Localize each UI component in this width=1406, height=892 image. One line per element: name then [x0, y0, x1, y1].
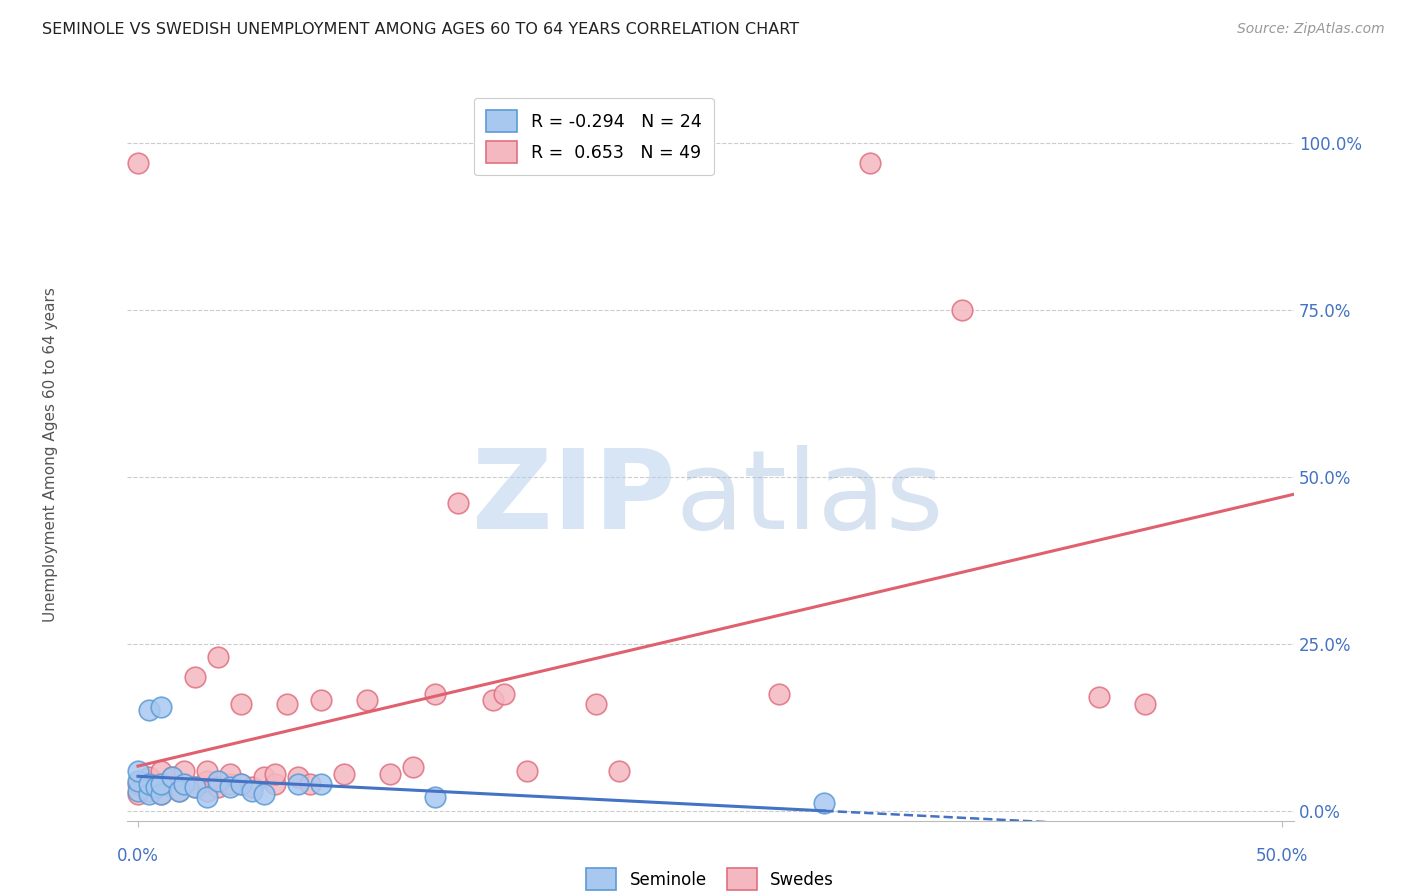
- Point: [425, 687, 447, 701]
- Point: [425, 790, 447, 805]
- Point: [333, 767, 356, 781]
- Point: [127, 155, 149, 169]
- Point: [138, 770, 160, 784]
- Point: [149, 700, 172, 714]
- Point: [127, 777, 149, 791]
- Point: [207, 650, 229, 665]
- Point: [149, 777, 172, 791]
- Point: [276, 697, 298, 711]
- Point: [253, 787, 276, 801]
- Point: [138, 703, 160, 717]
- Point: [195, 783, 218, 797]
- Point: [401, 760, 423, 774]
- Point: [378, 767, 401, 781]
- Point: [138, 777, 160, 791]
- Point: [264, 777, 287, 791]
- Point: [287, 770, 309, 784]
- Text: SEMINOLE VS SWEDISH UNEMPLOYMENT AMONG AGES 60 TO 64 YEARS CORRELATION CHART: SEMINOLE VS SWEDISH UNEMPLOYMENT AMONG A…: [42, 22, 799, 37]
- Point: [607, 764, 630, 778]
- Point: [859, 155, 882, 169]
- Point: [149, 764, 172, 778]
- Point: [195, 790, 218, 805]
- Point: [138, 783, 160, 797]
- Point: [207, 773, 229, 788]
- Point: [207, 780, 229, 795]
- Text: 0.0%: 0.0%: [117, 847, 159, 865]
- Point: [173, 777, 195, 791]
- Point: [264, 767, 287, 781]
- Point: [242, 783, 264, 797]
- Point: [813, 796, 835, 810]
- Point: [1088, 690, 1111, 704]
- Point: [253, 770, 276, 784]
- Point: [173, 764, 195, 778]
- Point: [184, 780, 207, 795]
- Point: [127, 783, 149, 797]
- Point: [127, 787, 149, 801]
- Text: atlas: atlas: [675, 445, 943, 552]
- Point: [229, 777, 252, 791]
- Point: [127, 773, 149, 788]
- Text: Source: ZipAtlas.com: Source: ZipAtlas.com: [1237, 22, 1385, 37]
- Point: [298, 777, 321, 791]
- Point: [356, 693, 378, 707]
- Point: [167, 783, 190, 797]
- Point: [447, 496, 470, 510]
- Point: [585, 697, 607, 711]
- Point: [149, 787, 172, 801]
- Point: [145, 780, 167, 795]
- Point: [768, 687, 790, 701]
- Point: [950, 302, 973, 317]
- Point: [218, 780, 240, 795]
- Text: Unemployment Among Ages 60 to 64 years: Unemployment Among Ages 60 to 64 years: [44, 287, 58, 623]
- Point: [229, 697, 252, 711]
- Text: ZIP: ZIP: [471, 445, 675, 552]
- Point: [162, 770, 184, 784]
- Point: [149, 777, 172, 791]
- Point: [184, 670, 207, 684]
- Point: [138, 787, 160, 801]
- Point: [309, 777, 332, 791]
- Point: [309, 693, 332, 707]
- Point: [195, 764, 218, 778]
- Point: [287, 777, 309, 791]
- Point: [127, 764, 149, 778]
- Point: [218, 777, 240, 791]
- Legend: Seminole, Swedes: Seminole, Swedes: [579, 862, 841, 892]
- Point: [173, 777, 195, 791]
- Point: [218, 767, 240, 781]
- Point: [242, 780, 264, 795]
- Point: [162, 780, 184, 795]
- Point: [516, 764, 538, 778]
- Text: 50.0%: 50.0%: [1256, 847, 1308, 865]
- Point: [167, 783, 190, 797]
- Point: [195, 773, 218, 788]
- Point: [149, 787, 172, 801]
- Point: [1133, 697, 1156, 711]
- Point: [162, 770, 184, 784]
- Point: [145, 777, 167, 791]
- Point: [184, 780, 207, 795]
- Point: [494, 687, 516, 701]
- Point: [481, 693, 503, 707]
- Point: [229, 777, 252, 791]
